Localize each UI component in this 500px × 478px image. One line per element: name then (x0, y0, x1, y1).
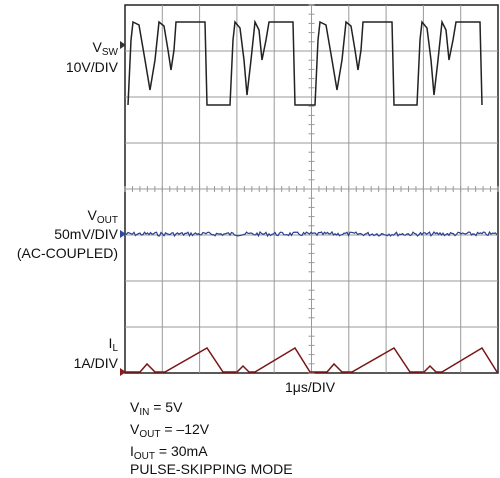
grid (124, 4, 499, 374)
il-trace (125, 346, 498, 373)
timebase: 1μs/DIV (285, 379, 336, 395)
condition: PULSE-SKIPPING MODE (130, 461, 293, 477)
waveforms (124, 19, 498, 373)
marker (120, 368, 126, 376)
label: 10V/DIV (66, 59, 119, 75)
condition: VOUT = –12V (130, 421, 210, 440)
condition: VIN = 5V (130, 399, 183, 418)
vsw-trace (127, 19, 483, 106)
marker (120, 41, 126, 49)
label: (AC-COUPLED) (17, 245, 118, 261)
label: 1A/DIV (74, 355, 119, 371)
label: 50mV/DIV (54, 226, 118, 242)
marker (120, 230, 126, 238)
label: VOUT (88, 207, 118, 226)
vout-trace (124, 230, 498, 238)
label: IL (109, 335, 119, 354)
label: VSW (93, 39, 119, 58)
condition: IOUT = 30mA (130, 443, 208, 462)
